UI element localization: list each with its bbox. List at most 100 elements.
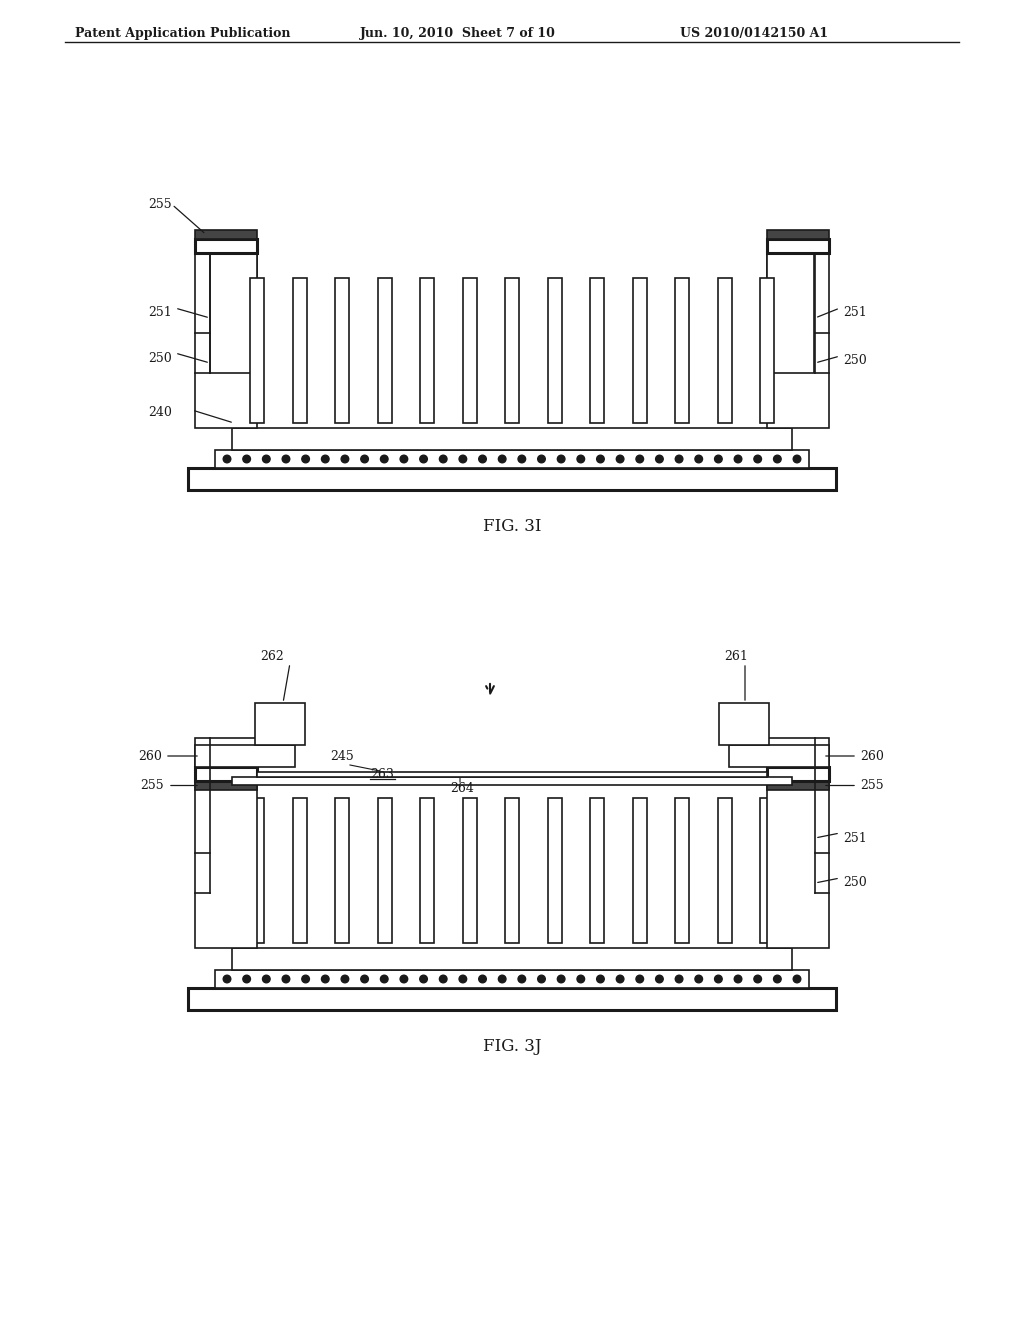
Bar (590, 279, 604, 422)
Bar (188, 987, 836, 1010)
Text: 263: 263 (370, 768, 394, 781)
Circle shape (557, 975, 565, 983)
Bar (250, 799, 264, 942)
Bar (335, 279, 349, 422)
Circle shape (754, 455, 762, 463)
Bar (767, 767, 829, 781)
Circle shape (459, 975, 467, 983)
Circle shape (302, 975, 309, 983)
Circle shape (518, 455, 525, 463)
Bar (675, 799, 689, 942)
Circle shape (675, 975, 683, 983)
Bar (420, 799, 434, 942)
Bar (505, 279, 519, 422)
Circle shape (655, 975, 664, 983)
Circle shape (420, 455, 427, 463)
Bar (767, 239, 829, 253)
Circle shape (360, 455, 369, 463)
Circle shape (439, 455, 447, 463)
Circle shape (616, 455, 624, 463)
Circle shape (283, 975, 290, 983)
Bar (719, 704, 769, 744)
Bar (767, 738, 829, 948)
Circle shape (715, 455, 722, 463)
Text: 255: 255 (860, 779, 884, 792)
Bar (767, 781, 829, 789)
Circle shape (655, 455, 664, 463)
Circle shape (695, 975, 702, 983)
Circle shape (243, 455, 251, 463)
Circle shape (262, 975, 270, 983)
Bar (210, 253, 257, 374)
Circle shape (223, 455, 230, 463)
Text: 251: 251 (843, 832, 866, 845)
Text: 240: 240 (148, 407, 172, 420)
Circle shape (302, 455, 309, 463)
Circle shape (597, 975, 604, 983)
Circle shape (381, 455, 388, 463)
Bar (293, 279, 306, 422)
Bar (463, 799, 476, 942)
Text: 250: 250 (148, 351, 172, 364)
Text: 260: 260 (860, 750, 884, 763)
Text: 255: 255 (140, 779, 164, 792)
Circle shape (499, 455, 506, 463)
Bar (548, 279, 561, 422)
Circle shape (360, 975, 369, 983)
Circle shape (636, 455, 643, 463)
Circle shape (636, 975, 643, 983)
Text: 250: 250 (843, 876, 866, 890)
Circle shape (518, 975, 525, 983)
Bar (232, 777, 792, 785)
Bar (760, 799, 774, 942)
Circle shape (754, 975, 762, 983)
Circle shape (341, 975, 349, 983)
Circle shape (400, 975, 408, 983)
Bar (195, 738, 257, 948)
Bar (767, 253, 829, 428)
Bar (195, 744, 295, 767)
Circle shape (478, 975, 486, 983)
Text: US 2010/0142150 A1: US 2010/0142150 A1 (680, 26, 828, 40)
Bar (633, 279, 646, 422)
Circle shape (734, 975, 741, 983)
Text: Patent Application Publication: Patent Application Publication (75, 26, 291, 40)
Text: 245: 245 (330, 751, 353, 763)
Bar (257, 772, 767, 777)
Circle shape (381, 975, 388, 983)
Circle shape (400, 455, 408, 463)
Bar (215, 970, 809, 987)
Bar (633, 799, 646, 942)
Circle shape (597, 455, 604, 463)
Circle shape (322, 975, 329, 983)
Bar (215, 450, 809, 469)
Text: FIG. 3I: FIG. 3I (482, 517, 542, 535)
Bar (188, 469, 836, 490)
Bar (767, 253, 814, 374)
Bar (590, 799, 604, 942)
Text: Jun. 10, 2010  Sheet 7 of 10: Jun. 10, 2010 Sheet 7 of 10 (360, 26, 556, 40)
Bar (718, 799, 731, 942)
Bar (195, 781, 257, 789)
Circle shape (499, 975, 506, 983)
Bar (255, 704, 305, 744)
Bar (195, 239, 257, 253)
Circle shape (715, 975, 722, 983)
Circle shape (557, 455, 565, 463)
Text: 261: 261 (724, 649, 748, 663)
Text: 260: 260 (138, 750, 162, 763)
Bar (195, 767, 257, 781)
Circle shape (675, 455, 683, 463)
Bar (195, 253, 257, 428)
Circle shape (695, 455, 702, 463)
Circle shape (262, 455, 270, 463)
Text: 251: 251 (843, 306, 866, 319)
Text: FIG. 3J: FIG. 3J (482, 1038, 542, 1055)
Circle shape (283, 455, 290, 463)
Text: 251: 251 (148, 306, 172, 319)
Bar (378, 279, 391, 422)
Circle shape (794, 455, 801, 463)
Circle shape (459, 455, 467, 463)
Bar (293, 799, 306, 942)
Bar (760, 279, 774, 422)
